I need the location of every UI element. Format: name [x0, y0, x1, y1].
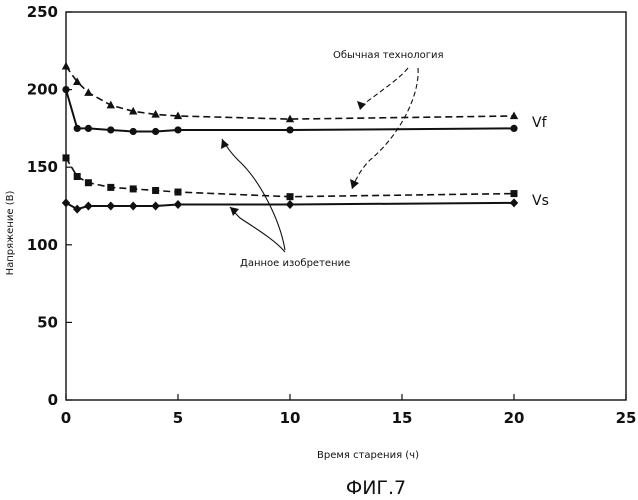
data-point-diamond	[129, 201, 138, 211]
x-tick-label: 0	[61, 409, 71, 427]
data-point-triangle	[129, 106, 138, 115]
data-point-square	[73, 173, 81, 181]
arrowhead-invention-to-vs	[230, 207, 239, 216]
data-point-diamond	[61, 198, 71, 208]
annotation-invention: Данное изобретение	[240, 258, 350, 269]
data-point-square	[107, 183, 115, 191]
series-vf-conventional	[61, 61, 519, 123]
y-tick-label: 150	[27, 158, 58, 176]
data-point-circle	[152, 127, 160, 136]
series-label-vs: Vs	[532, 193, 549, 209]
data-point-circle	[174, 126, 182, 134]
series-vf-invention	[62, 86, 518, 136]
annotation-arrows	[221, 67, 419, 253]
arrowhead-conventional-to-vs	[350, 179, 359, 189]
data-point-circle	[73, 124, 81, 132]
y-tick-label: 250	[27, 3, 58, 21]
data-point-square	[510, 190, 518, 198]
data-point-circle	[107, 126, 115, 134]
series-vs-conventional	[62, 154, 518, 201]
x-tick-label: 25	[616, 409, 637, 427]
data-point-diamond	[73, 204, 82, 214]
data-point-diamond	[285, 199, 295, 209]
figure-caption: ФИГ.7	[346, 477, 406, 499]
annotation-conventional: Обычная технология	[333, 50, 444, 61]
arrow-conventional-to-vf	[359, 67, 409, 111]
y-tick-label: 50	[37, 313, 58, 331]
data-point-triangle	[173, 111, 183, 120]
x-tick-label: 10	[280, 409, 301, 427]
data-point-square	[62, 154, 70, 162]
arrow-conventional-to-vs	[351, 67, 419, 190]
data-point-square	[286, 193, 294, 201]
arrow-invention-to-vs	[229, 206, 286, 253]
y-tick-label: 200	[27, 81, 58, 99]
data-point-circle	[129, 127, 137, 136]
data-point-circle	[510, 124, 518, 132]
data-point-triangle	[285, 114, 295, 123]
x-tick-label: 20	[504, 409, 525, 427]
data-point-triangle	[73, 77, 82, 86]
data-point-diamond	[106, 201, 115, 211]
x-axis-label: Время старения (ч)	[317, 450, 419, 461]
data-point-square	[152, 186, 160, 194]
arrowhead-invention-to-vf	[221, 139, 229, 149]
x-tick-label: 15	[392, 409, 413, 427]
y-tick-label: 0	[48, 391, 58, 409]
arrowhead-conventional-to-vf	[357, 101, 366, 110]
data-point-square	[129, 185, 137, 193]
data-point-triangle	[106, 100, 115, 109]
data-point-diamond	[173, 199, 183, 209]
data-point-square	[84, 179, 92, 187]
data-point-circle	[62, 86, 70, 94]
data-point-triangle	[509, 111, 519, 120]
series-lines	[61, 61, 519, 214]
data-point-circle	[286, 126, 294, 134]
data-point-diamond	[84, 201, 93, 211]
y-axis-label: Напряжение (В)	[5, 191, 16, 276]
data-point-square	[174, 188, 182, 196]
data-point-circle	[84, 124, 92, 132]
series-vs-invention	[61, 198, 519, 214]
data-point-triangle	[61, 61, 71, 70]
data-point-triangle	[84, 88, 93, 96]
data-point-diamond	[509, 198, 519, 208]
series-label-vf: Vf	[532, 115, 548, 131]
y-tick-label: 100	[27, 236, 58, 254]
data-point-triangle	[151, 109, 160, 118]
data-point-diamond	[151, 201, 160, 211]
x-tick-label: 5	[173, 409, 183, 427]
